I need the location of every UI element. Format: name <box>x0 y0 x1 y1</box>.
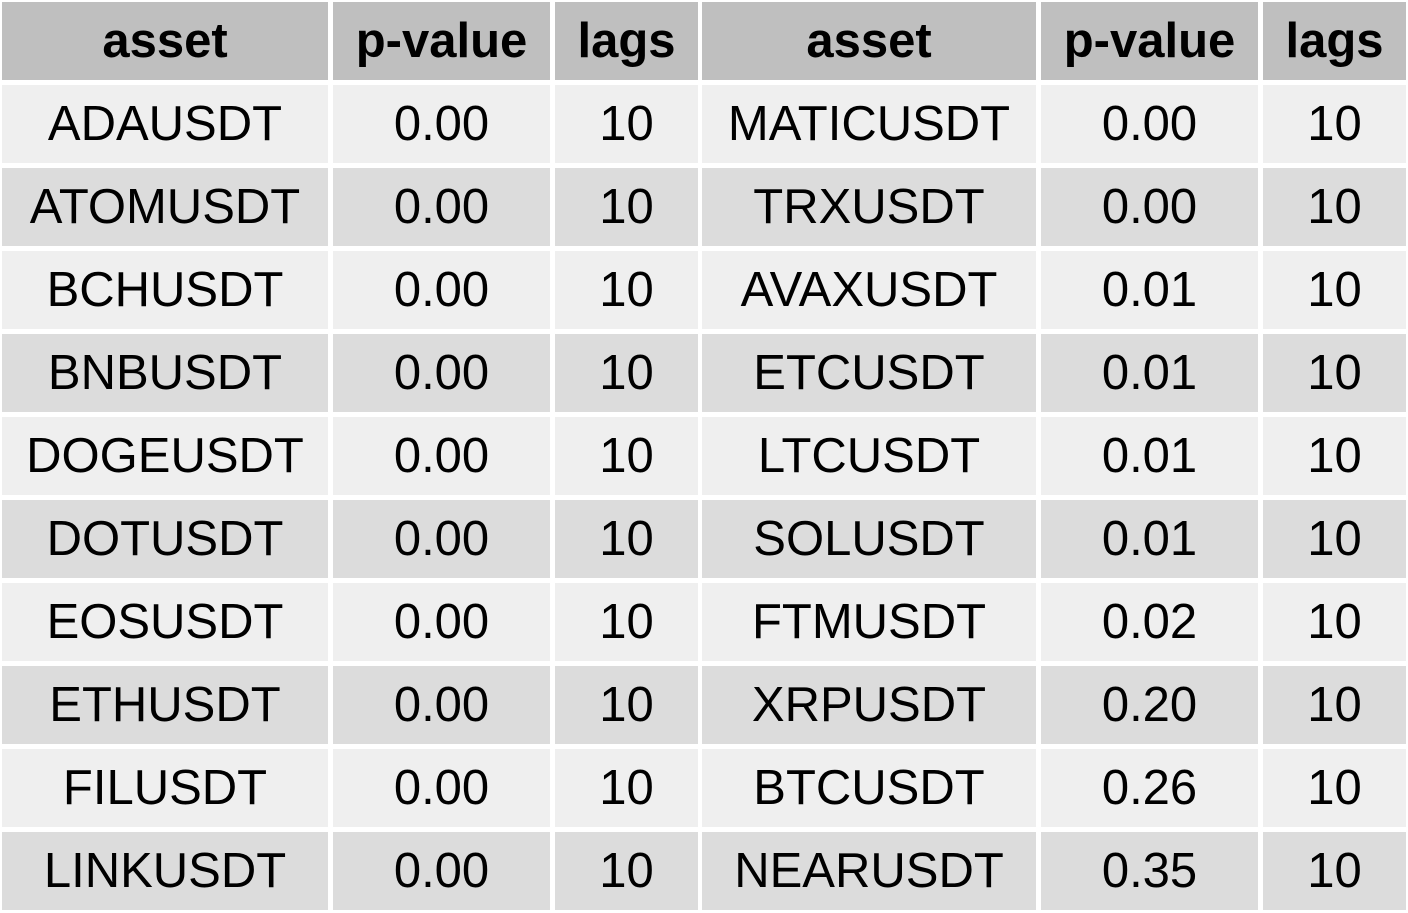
table-cell-p-value: 0.00 <box>333 85 550 163</box>
table-cell-asset: EOSUSDT <box>2 583 328 661</box>
table-cell-p-value: 0.00 <box>1041 168 1258 246</box>
table-cell-lags: 10 <box>1263 583 1406 661</box>
table-cell-asset: ATOMUSDT <box>2 168 328 246</box>
table-cell-lags: 10 <box>555 168 698 246</box>
table-cell-lags: 10 <box>555 251 698 329</box>
table-cell-p-value: 0.00 <box>333 583 550 661</box>
table-cell-asset: NEARUSDT <box>702 832 1036 910</box>
table-cell-p-value: 0.00 <box>333 666 550 744</box>
table-cell-p-value: 0.35 <box>1041 832 1258 910</box>
table-cell-asset: BCHUSDT <box>2 251 328 329</box>
table-cell-lags: 10 <box>555 832 698 910</box>
table-cell-p-value: 0.26 <box>1041 749 1258 827</box>
header-lags-right: lags <box>1263 2 1406 80</box>
table-cell-asset: FTMUSDT <box>702 583 1036 661</box>
table-cell-p-value: 0.02 <box>1041 583 1258 661</box>
header-p-value-left: p-value <box>333 2 550 80</box>
table-cell-lags: 10 <box>1263 666 1406 744</box>
table-cell-p-value: 0.00 <box>333 832 550 910</box>
table-cell-lags: 10 <box>1263 500 1406 578</box>
table-cell-p-value: 0.01 <box>1041 334 1258 412</box>
table-cell-lags: 10 <box>555 749 698 827</box>
table-cell-p-value: 0.00 <box>333 749 550 827</box>
table-cell-p-value: 0.00 <box>333 334 550 412</box>
table-cell-lags: 10 <box>555 417 698 495</box>
table-cell-asset: FILUSDT <box>2 749 328 827</box>
table-cell-lags: 10 <box>555 334 698 412</box>
table-cell-lags: 10 <box>555 85 698 163</box>
table-cell-asset: SOLUSDT <box>702 500 1036 578</box>
table-cell-asset: BTCUSDT <box>702 749 1036 827</box>
table-cell-asset: DOTUSDT <box>2 500 328 578</box>
table-cell-lags: 10 <box>555 666 698 744</box>
table-cell-lags: 10 <box>1263 334 1406 412</box>
table-cell-asset: TRXUSDT <box>702 168 1036 246</box>
table-cell-lags: 10 <box>1263 749 1406 827</box>
table-cell-asset: ETCUSDT <box>702 334 1036 412</box>
header-p-value-right: p-value <box>1041 2 1258 80</box>
table-cell-p-value: 0.00 <box>1041 85 1258 163</box>
table-cell-p-value: 0.01 <box>1041 251 1258 329</box>
table-cell-asset: DOGEUSDT <box>2 417 328 495</box>
table-cell-lags: 10 <box>555 583 698 661</box>
table-cell-p-value: 0.01 <box>1041 417 1258 495</box>
table-cell-asset: AVAXUSDT <box>702 251 1036 329</box>
table-cell-p-value: 0.20 <box>1041 666 1258 744</box>
table-cell-lags: 10 <box>1263 168 1406 246</box>
header-lags-left: lags <box>555 2 698 80</box>
header-asset-left: asset <box>2 2 328 80</box>
table-cell-lags: 10 <box>1263 251 1406 329</box>
table-cell-asset: MATICUSDT <box>702 85 1036 163</box>
table-cell-p-value: 0.00 <box>333 251 550 329</box>
table-cell-asset: XRPUSDT <box>702 666 1036 744</box>
table-cell-p-value: 0.00 <box>333 168 550 246</box>
table-cell-asset: ADAUSDT <box>2 85 328 163</box>
table-cell-lags: 10 <box>1263 85 1406 163</box>
table-cell-lags: 10 <box>1263 417 1406 495</box>
header-asset-right: asset <box>702 2 1036 80</box>
table-cell-p-value: 0.01 <box>1041 500 1258 578</box>
table-cell-asset: ETHUSDT <box>2 666 328 744</box>
table-cell-asset: LTCUSDT <box>702 417 1036 495</box>
table-cell-lags: 10 <box>555 500 698 578</box>
table-cell-p-value: 0.00 <box>333 500 550 578</box>
table-cell-p-value: 0.00 <box>333 417 550 495</box>
table-cell-asset: LINKUSDT <box>2 832 328 910</box>
table-cell-lags: 10 <box>1263 832 1406 910</box>
table-cell-asset: BNBUSDT <box>2 334 328 412</box>
